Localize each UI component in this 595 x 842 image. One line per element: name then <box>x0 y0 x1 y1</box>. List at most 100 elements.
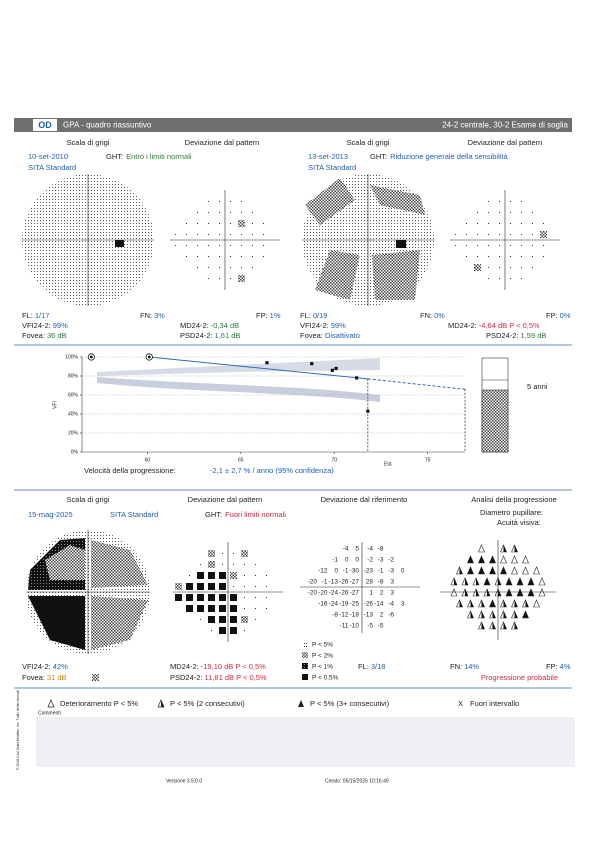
deviation-value: -4 <box>367 546 373 553</box>
dev-dot <box>510 267 511 268</box>
dev-black <box>219 616 226 623</box>
dev-dot <box>244 586 245 587</box>
dev-dot <box>266 586 267 587</box>
dev-dot <box>233 564 234 565</box>
legend-item: Deterioramento P < 5% <box>60 699 138 708</box>
dev-black <box>230 627 237 634</box>
dev-dot <box>477 234 478 235</box>
dev-dot <box>532 245 533 246</box>
visual-fields <box>22 174 560 654</box>
stat: VFI24-2: 42% <box>22 662 68 671</box>
created: Creato: 05/15/2025 10:16:49 <box>325 778 389 784</box>
dev-dot <box>197 256 198 257</box>
dev-dot <box>219 234 220 235</box>
dev-black <box>175 594 182 601</box>
ght-label: GHT: <box>106 152 123 161</box>
prog-triangle-half <box>465 589 468 596</box>
deviation-value: 2 <box>380 590 384 597</box>
pupil: Diametro pupillare: <box>480 508 543 517</box>
dev-dot <box>488 245 489 246</box>
deviation-value: -19 <box>339 601 349 608</box>
version: Versione 3.5.0.0 <box>166 778 202 784</box>
dev-hatch <box>208 561 215 568</box>
ght-label: GHT: <box>205 510 222 519</box>
deviation-value: -16 <box>318 601 328 608</box>
label: FN: <box>420 311 432 320</box>
dev-dot <box>510 201 511 202</box>
dev-dot <box>197 223 198 224</box>
prog-triangle <box>538 577 546 586</box>
dev-dot <box>499 223 500 224</box>
stat: FL: 3/18 <box>358 662 385 671</box>
col-header: Deviazione dal pattern <box>185 138 260 147</box>
dev-dot <box>266 575 267 576</box>
stat: FN: 3% <box>140 311 165 320</box>
prog-triangle-half <box>481 622 485 629</box>
dev-black <box>219 605 226 612</box>
exam-date: 13-set-2013 <box>308 152 348 161</box>
deviation-value: -2 <box>367 557 373 564</box>
dev-dot <box>230 245 231 246</box>
dev-dot <box>510 234 511 235</box>
strategy: SITA Standard <box>110 510 158 519</box>
dev-dot <box>488 223 489 224</box>
value: 31 dB <box>47 673 67 682</box>
dev-dot <box>252 223 253 224</box>
value: 0% <box>560 311 571 320</box>
dev-dot <box>532 267 533 268</box>
dev-dot <box>200 619 201 620</box>
stat: FP: 4% <box>546 662 571 671</box>
p-legend-label: P < 2% <box>312 653 333 660</box>
deviation-value: -27 <box>350 590 360 597</box>
label: FP: <box>256 311 268 320</box>
dev-dot <box>532 212 533 213</box>
dev-dot <box>230 212 231 213</box>
strategy: SITA Standard <box>308 163 356 172</box>
progression-label: Velocità della progressione: <box>84 466 176 475</box>
deviation-value: 3 <box>390 590 394 597</box>
value: 1/17 <box>35 311 50 320</box>
stat: Fovea: 36 dB <box>22 331 67 340</box>
stat: MD24-2: -0,34 dB <box>180 321 239 330</box>
header-test: 24-2 centrale, 30-2 Esame di soglia <box>442 121 568 130</box>
dev-black <box>197 583 204 590</box>
prog-triangle <box>500 566 507 575</box>
dev-dot <box>241 267 242 268</box>
dev-black <box>186 583 193 590</box>
dev-dot <box>521 212 522 213</box>
y-tick-label: 40% <box>68 411 79 417</box>
dev-dot <box>499 278 500 279</box>
point <box>310 362 314 366</box>
dev-dot <box>186 245 187 246</box>
dev-hatch <box>238 275 245 282</box>
prog-triangle <box>522 566 529 575</box>
dev-dot <box>455 234 456 235</box>
dev-dot <box>208 201 209 202</box>
x-tick-label: 75 <box>425 457 431 463</box>
normal-band <box>97 358 380 376</box>
dev-hatch <box>230 572 237 579</box>
ght-label: GHT: <box>370 152 387 161</box>
legend-symbol: X <box>458 699 463 708</box>
dev-black <box>208 594 215 601</box>
deviation-value: 28 <box>366 579 374 586</box>
label: FP: <box>546 311 558 320</box>
dev-dot <box>255 619 256 620</box>
dev-dot <box>266 597 267 598</box>
dev-dot <box>230 267 231 268</box>
ght: GHT: Fuori limiti normali <box>205 510 286 519</box>
dev-dot <box>244 630 245 631</box>
dev-dot <box>208 278 209 279</box>
label: VFI24-2: <box>300 321 329 330</box>
y-tick-label: 20% <box>68 430 79 436</box>
acuity: Acuità visiva: <box>497 518 541 527</box>
gray-patch <box>28 596 85 650</box>
dev-dot <box>499 234 500 235</box>
dev-dot <box>488 267 489 268</box>
dev-dot <box>255 586 256 587</box>
prog-triangle-half <box>525 600 529 607</box>
dev-dot <box>252 234 253 235</box>
ght-value: Entro i limiti normali <box>126 152 192 161</box>
prog-triangle-half <box>514 622 518 629</box>
prog-triangle <box>467 555 474 564</box>
